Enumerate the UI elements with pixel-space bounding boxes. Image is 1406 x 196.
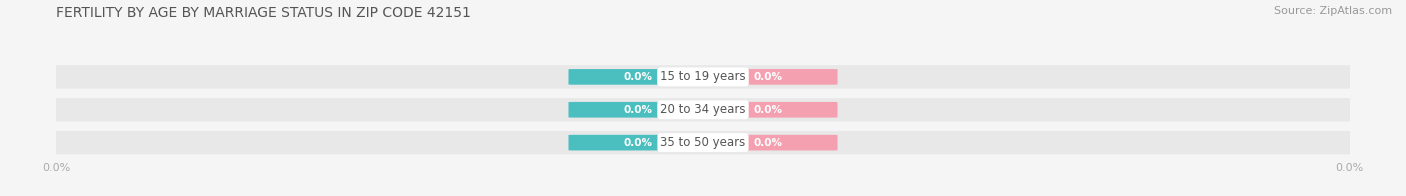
Text: 0.0%: 0.0% [754, 72, 782, 82]
Text: Source: ZipAtlas.com: Source: ZipAtlas.com [1274, 6, 1392, 16]
Text: 0.0%: 0.0% [754, 105, 782, 115]
Text: 15 to 19 years: 15 to 19 years [661, 70, 745, 83]
FancyBboxPatch shape [568, 69, 709, 85]
Text: 20 to 34 years: 20 to 34 years [661, 103, 745, 116]
FancyBboxPatch shape [697, 69, 838, 85]
FancyBboxPatch shape [46, 131, 1360, 154]
Text: FERTILITY BY AGE BY MARRIAGE STATUS IN ZIP CODE 42151: FERTILITY BY AGE BY MARRIAGE STATUS IN Z… [56, 6, 471, 20]
FancyBboxPatch shape [568, 135, 709, 151]
Text: 0.0%: 0.0% [624, 72, 652, 82]
FancyBboxPatch shape [697, 135, 838, 151]
Text: 35 to 50 years: 35 to 50 years [661, 136, 745, 149]
Text: 0.0%: 0.0% [624, 105, 652, 115]
FancyBboxPatch shape [46, 65, 1360, 89]
FancyBboxPatch shape [46, 98, 1360, 122]
Text: 0.0%: 0.0% [624, 138, 652, 148]
FancyBboxPatch shape [697, 102, 838, 118]
Text: 0.0%: 0.0% [754, 138, 782, 148]
FancyBboxPatch shape [568, 102, 709, 118]
